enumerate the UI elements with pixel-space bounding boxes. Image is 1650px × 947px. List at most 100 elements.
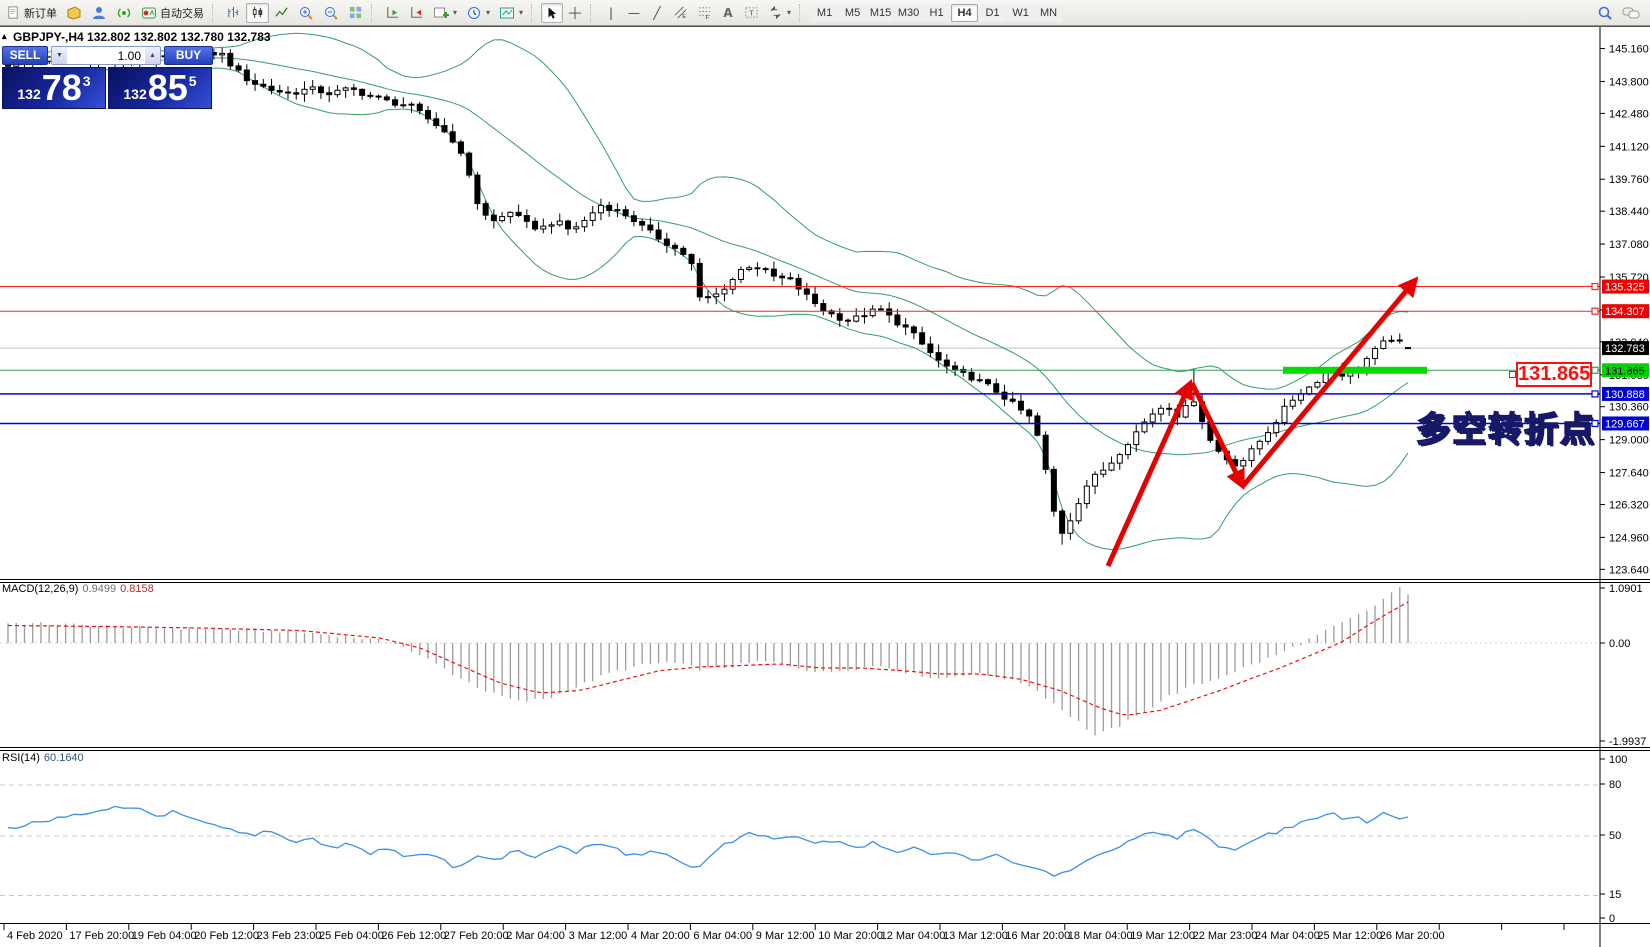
rsi-name: RSI(14) xyxy=(2,752,40,764)
arrows-icon xyxy=(768,5,783,20)
svg-text:137.080: 137.080 xyxy=(1609,239,1649,251)
candlestick-chart-button[interactable] xyxy=(246,2,269,23)
svg-text:2 Mar 04:00: 2 Mar 04:00 xyxy=(506,930,565,942)
collapse-triangle-icon[interactable]: ▴ xyxy=(2,31,7,41)
svg-text:19 Feb 04:00: 19 Feb 04:00 xyxy=(132,930,197,942)
svg-text:19 Mar 12:00: 19 Mar 12:00 xyxy=(1130,930,1195,942)
chart-area[interactable]: 1.0901 0.00 -1.9937 100 80 50 15 0 145.160 143.80… xyxy=(0,26,1650,947)
sell-price-display[interactable]: 132 78 3 xyxy=(2,67,106,109)
price-chart-svg: 1.0901 0.00 -1.9937 100 80 50 15 0 145.160 143.80… xyxy=(0,26,1650,947)
svg-text:13 Mar 12:00: 13 Mar 12:00 xyxy=(943,930,1008,942)
profiles-clock-icon xyxy=(466,5,482,21)
volume-increase-button[interactable]: ▲ xyxy=(145,47,160,64)
svg-text:F: F xyxy=(705,15,709,20)
timeframe-D1[interactable]: D1 xyxy=(979,3,1007,22)
timeframe-W1[interactable]: W1 xyxy=(1007,3,1035,22)
svg-text:100: 100 xyxy=(1609,754,1627,766)
rsi-indicator-label: RSI(14) 60.1640 xyxy=(2,752,84,764)
svg-text:0: 0 xyxy=(1609,913,1615,925)
svg-text:17 Feb 20:00: 17 Feb 20:00 xyxy=(69,930,134,942)
arrows-shapes-button[interactable]: ▾ xyxy=(764,3,795,23)
text-icon: A xyxy=(723,5,733,20)
chevron-down-icon: ▾ xyxy=(453,8,458,17)
autotrade-icon xyxy=(141,5,157,21)
timeframe-M5[interactable]: M5 xyxy=(839,3,867,22)
accounts-icon xyxy=(91,5,107,21)
crosshair-icon xyxy=(568,6,582,20)
market-watch-button[interactable] xyxy=(62,3,86,23)
bar-chart-icon xyxy=(226,5,241,20)
tile-windows-button[interactable] xyxy=(344,3,367,23)
crosshair-button[interactable] xyxy=(564,3,586,23)
new-chart-button[interactable]: ▾ xyxy=(429,3,461,23)
line-chart-icon xyxy=(274,5,289,20)
volume-decrease-button[interactable]: ▼ xyxy=(52,47,67,64)
svg-text:127.640: 127.640 xyxy=(1609,468,1649,480)
accounts-button[interactable] xyxy=(87,3,111,23)
new-order-button[interactable]: 新订单 xyxy=(2,3,61,23)
text-button[interactable]: A xyxy=(717,3,739,23)
svg-text:138.440: 138.440 xyxy=(1609,206,1649,218)
candlestick-chart-icon xyxy=(250,5,265,20)
indicators-button[interactable]: ▾ xyxy=(495,3,527,23)
cursor-icon xyxy=(545,6,559,20)
candlesticks xyxy=(5,46,1411,545)
cursor-button[interactable] xyxy=(541,2,564,23)
trendline-button[interactable]: ╱ xyxy=(646,3,668,23)
svg-text:24 Mar 04:00: 24 Mar 04:00 xyxy=(1255,930,1320,942)
horizontal-line-button[interactable]: — xyxy=(623,3,645,23)
chat-icon xyxy=(1622,5,1640,21)
svg-text:131.865: 131.865 xyxy=(1605,365,1645,377)
timeframe-MN[interactable]: MN xyxy=(1035,3,1063,22)
svg-text:129.667: 129.667 xyxy=(1605,418,1645,430)
profiles-clock-button[interactable]: ▾ xyxy=(462,3,494,23)
drawing-objects[interactable] xyxy=(1105,276,1427,568)
chart-shift-button[interactable] xyxy=(381,3,404,23)
svg-text:E: E xyxy=(682,14,686,20)
toolbar: 新订单 自动交易 xyxy=(0,0,1650,26)
line-chart-button[interactable] xyxy=(270,3,293,23)
timeframe-H1[interactable]: H1 xyxy=(923,3,951,22)
svg-text:135.325: 135.325 xyxy=(1605,282,1645,294)
svg-text:142.480: 142.480 xyxy=(1609,108,1649,120)
price-callout-box: 131.865 xyxy=(1509,362,1592,387)
auto-scroll-button[interactable] xyxy=(405,3,428,23)
toolbar-separator xyxy=(531,3,536,22)
svg-text:T: T xyxy=(749,8,754,17)
svg-text:124.960: 124.960 xyxy=(1609,532,1649,544)
vertical-line-icon: | xyxy=(609,5,614,20)
sell-button[interactable]: SELL xyxy=(2,46,48,65)
zoom-out-button[interactable] xyxy=(319,3,343,23)
vertical-line-button[interactable]: | xyxy=(600,3,622,23)
signal-button[interactable] xyxy=(112,3,136,23)
timeframe-H4[interactable]: H4 xyxy=(951,3,979,22)
svg-text:18 Mar 04:00: 18 Mar 04:00 xyxy=(1068,930,1133,942)
channel-button[interactable]: E xyxy=(669,3,692,23)
svg-text:16 Mar 20:00: 16 Mar 20:00 xyxy=(1005,930,1070,942)
svg-text:145.160: 145.160 xyxy=(1609,44,1649,56)
chart-title-text: GBPJPY-,H4 132.802 132.802 132.780 132.7… xyxy=(13,30,271,44)
timeframe-M1[interactable]: M1 xyxy=(811,3,839,22)
timeframe-M15[interactable]: M15 xyxy=(867,3,895,22)
svg-text:6 Mar 04:00: 6 Mar 04:00 xyxy=(693,930,752,942)
new-order-icon xyxy=(6,5,21,20)
volume-input[interactable] xyxy=(67,47,145,64)
buy-button[interactable]: BUY xyxy=(164,46,213,65)
zoom-in-button[interactable] xyxy=(294,3,318,23)
bar-chart-button[interactable] xyxy=(222,3,245,23)
tile-windows-icon xyxy=(348,5,363,20)
text-label-button[interactable]: T xyxy=(740,3,763,23)
search-button[interactable] xyxy=(1593,3,1617,23)
macd-indicator-label: MACD(12,26,9) 0.9499 0.8158 xyxy=(2,583,154,595)
svg-text:134.307: 134.307 xyxy=(1605,306,1645,318)
fibonacci-button[interactable]: F xyxy=(693,3,716,23)
autotrade-button[interactable]: 自动交易 xyxy=(137,3,208,23)
timeframe-M30[interactable]: M30 xyxy=(895,3,923,22)
horizontal-level-lines[interactable] xyxy=(0,282,1600,428)
chevron-down-icon: ▾ xyxy=(486,8,491,17)
chevron-down-icon: ▾ xyxy=(787,8,792,17)
svg-text:123.640: 123.640 xyxy=(1609,564,1649,576)
chat-button[interactable] xyxy=(1618,3,1644,23)
buy-price-display[interactable]: 132 85 5 xyxy=(108,67,212,109)
